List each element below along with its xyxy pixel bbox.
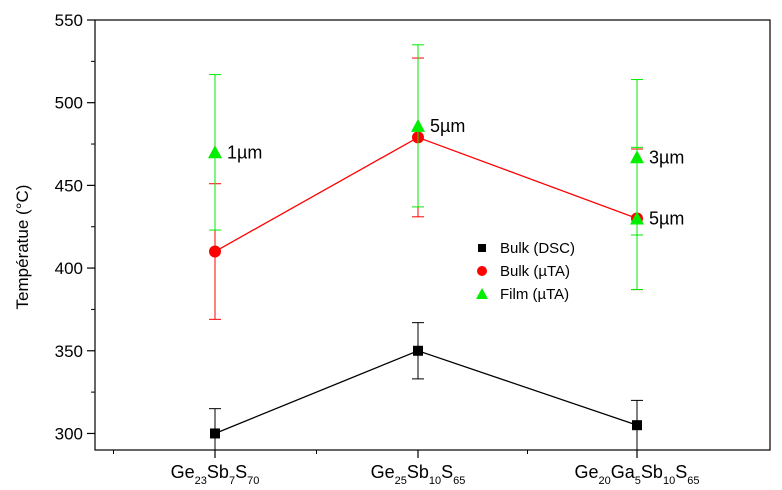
series-0 [209, 322, 643, 451]
plot-border [94, 19, 771, 451]
x-tick-label: Ge25Sb10S65 [371, 462, 466, 487]
legend-marker [477, 266, 487, 276]
annotation-label: 1µm [227, 142, 262, 162]
x-axis: Ge23Sb7S70 Ge25Sb10S65 Ge20Ga5Sb10S65 [113, 450, 700, 487]
data-point [208, 145, 222, 159]
legend-label: Film (µTA) [500, 286, 569, 303]
data-point [413, 345, 423, 356]
series-line [214, 136, 638, 253]
annotation-label: 3µm [649, 147, 684, 167]
series-2 [208, 44, 644, 291]
annotation-layer: 1µm 5µm 3µm 5µm [227, 116, 684, 229]
data-point [632, 420, 642, 431]
data-point [630, 150, 644, 164]
y-tick-label: 450 [55, 176, 83, 195]
series-1 [209, 57, 643, 320]
legend: Bulk (DSC) Bulk (µTA) Film (µTA) [476, 240, 575, 303]
data-point [630, 211, 644, 225]
annotation-label: 5µm [649, 208, 684, 228]
y-axis-title: Températue (°C) [13, 185, 32, 310]
legend-marker [476, 288, 488, 299]
y-tick-label: 550 [55, 11, 83, 30]
legend-marker [478, 244, 486, 252]
series-line [214, 350, 638, 435]
legend-label: Bulk (DSC) [500, 240, 575, 257]
series-layer [208, 44, 644, 451]
annotation-label: 5µm [430, 116, 465, 136]
data-point [411, 118, 425, 132]
y-tick-label: 350 [55, 342, 83, 361]
x-tick-label: Ge20Ga5Sb10S65 [575, 462, 700, 487]
y-tick-label: 500 [55, 94, 83, 113]
x-tick-label: Ge23Sb7S70 [171, 462, 260, 487]
y-tick-label: 300 [55, 424, 83, 443]
legend-item: Film (µTA) [476, 286, 569, 303]
plot-frame [94, 19, 771, 451]
data-point [209, 245, 221, 258]
legend-label: Bulk (µTA) [500, 263, 570, 280]
data-point [210, 428, 220, 439]
legend-item: Bulk (DSC) [478, 240, 575, 257]
legend-item: Bulk (µTA) [477, 263, 570, 280]
y-tick-label: 400 [55, 259, 83, 278]
y-axis: 300 350 400 450 500 550 [55, 11, 95, 443]
